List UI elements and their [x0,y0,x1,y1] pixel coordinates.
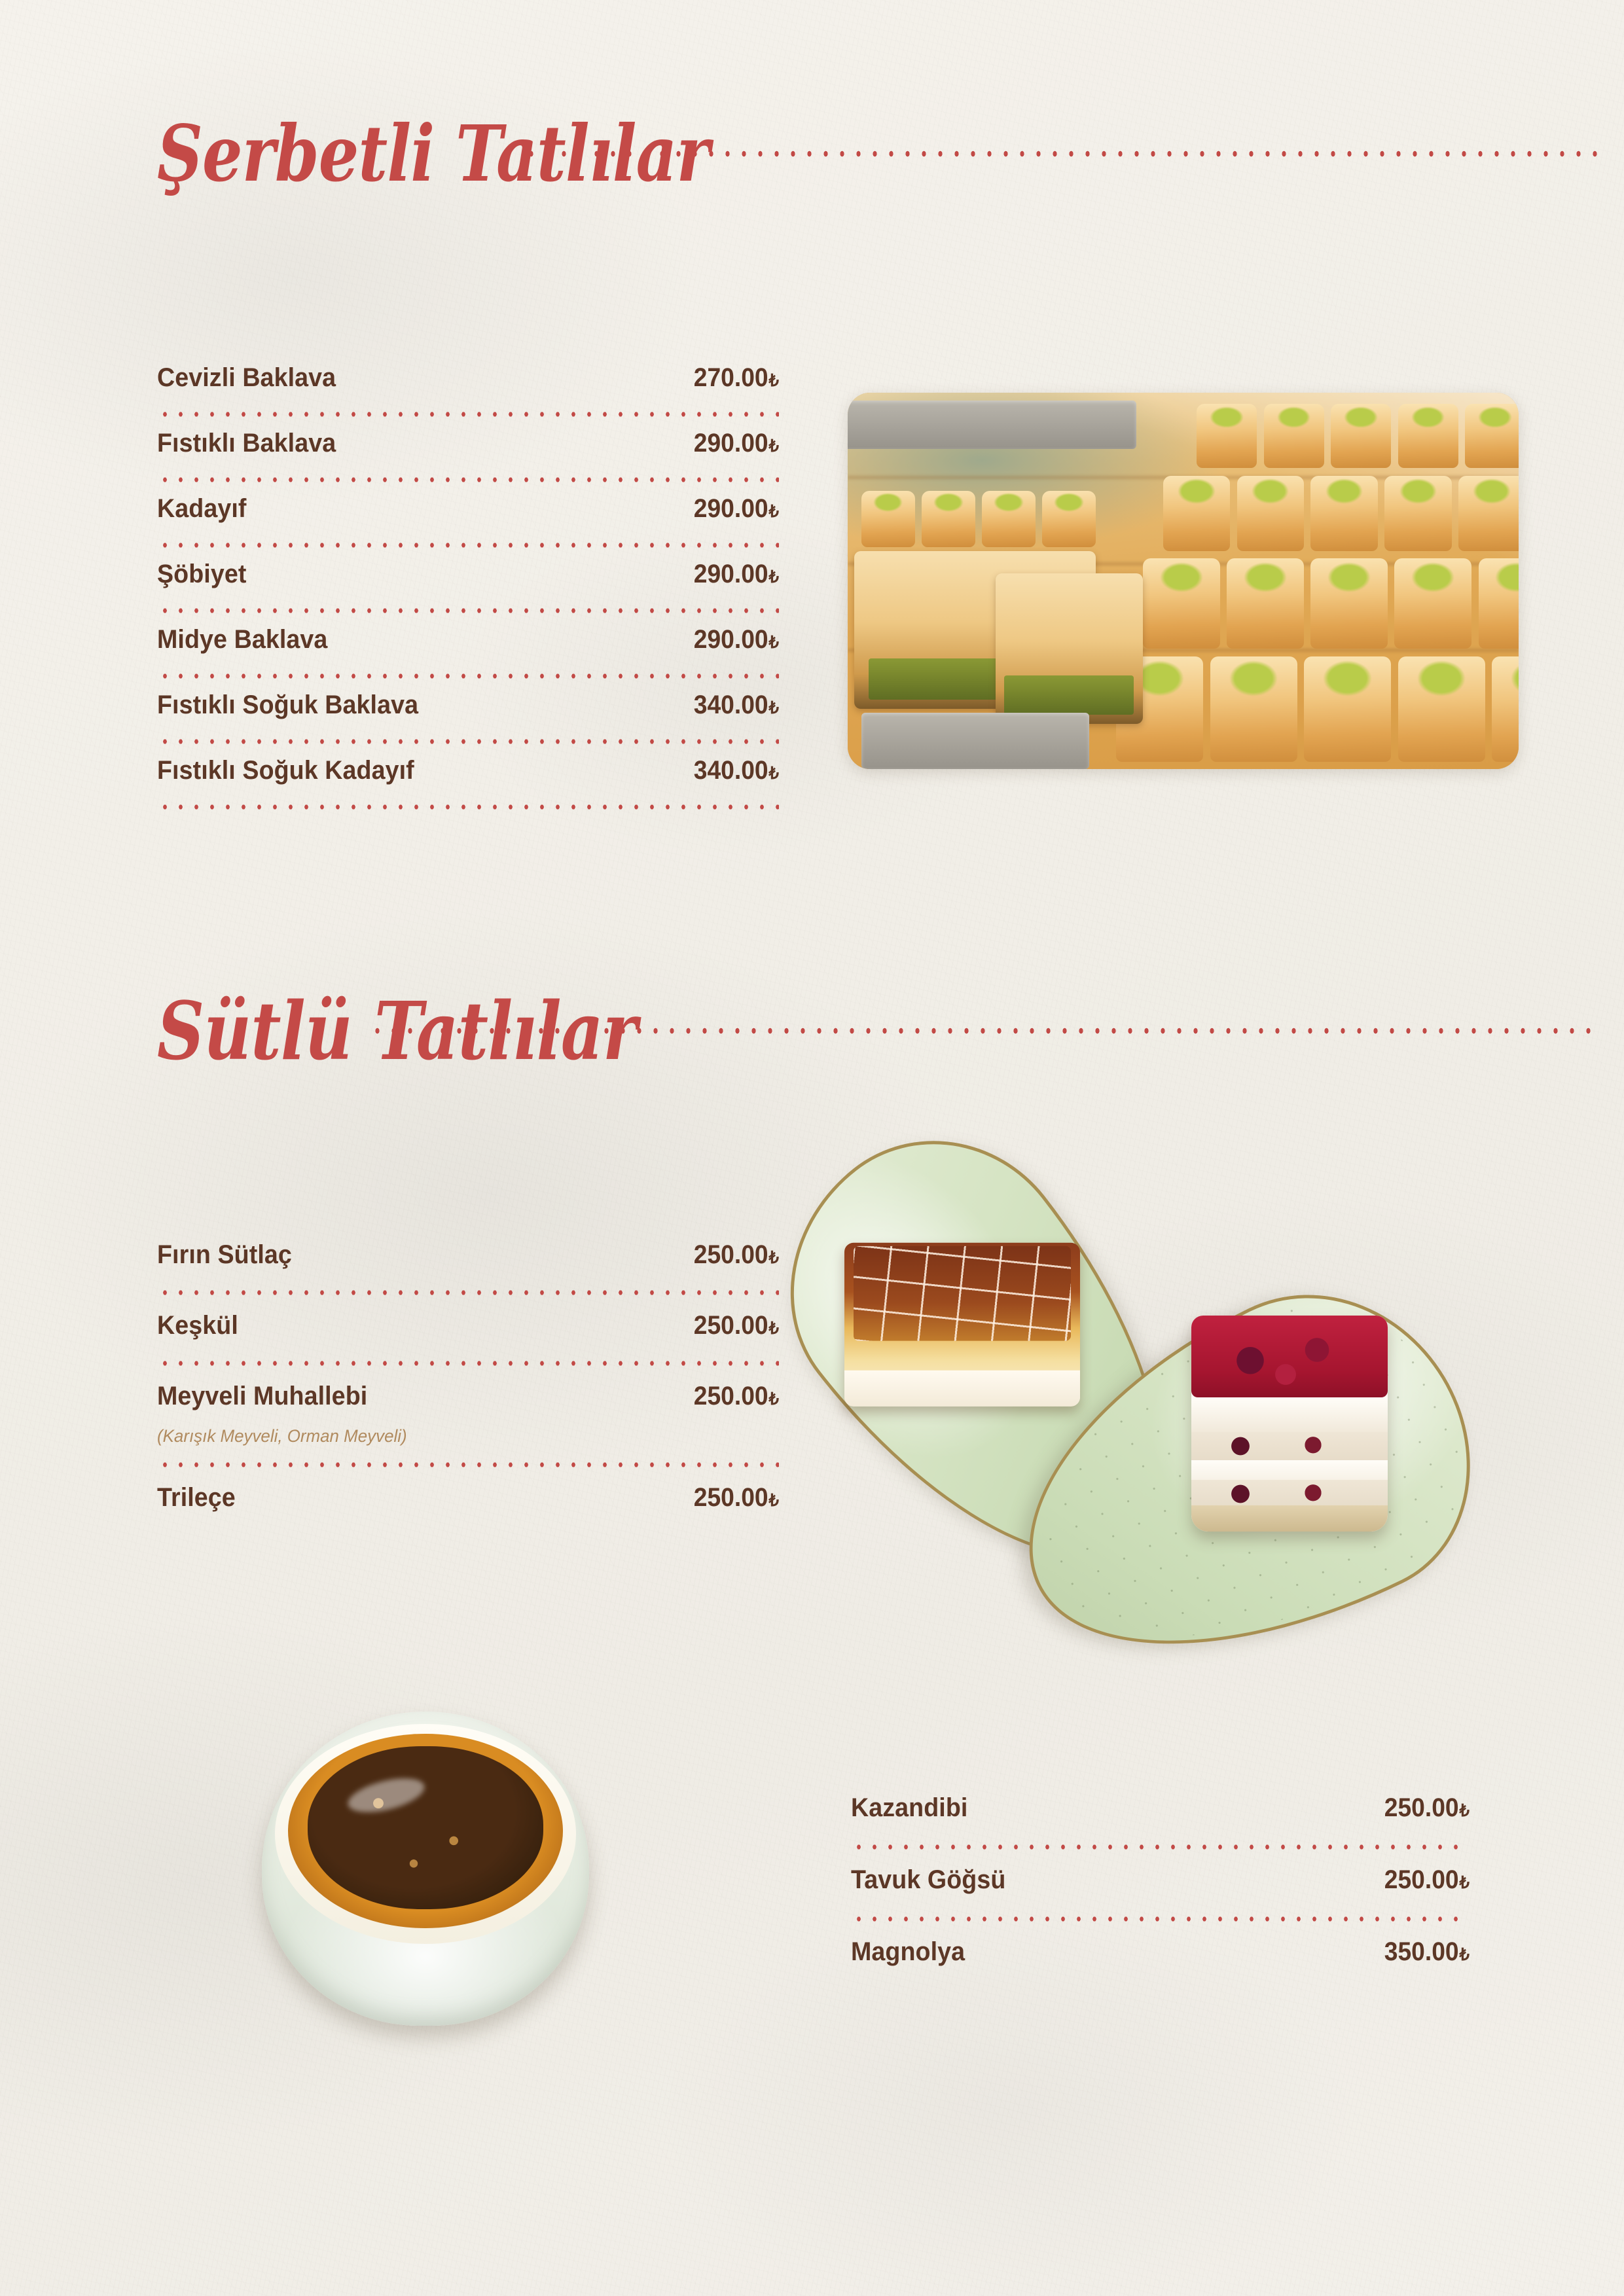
menu-list-sutlu-left: Fırın Sütlaç 250.00₺ Keşkül 250.00₺ Meyv… [157,1240,779,1524]
currency-symbol: ₺ [768,1318,779,1338]
row-dotted-separator [851,1915,1470,1923]
menu-item-row[interactable]: Fıstıklı Baklava 290.00₺ [157,429,779,469]
menu-item-row[interactable]: Fıstıklı Soğuk Kadayıf 340.00₺ [157,756,779,797]
currency-symbol: ₺ [768,632,779,652]
item-price: 350.00₺ [1384,1937,1470,1966]
section-heading-serbetli: Şerbetli Tatlılar [157,115,1597,193]
menu-item-row[interactable]: Trileçe 250.00₺ [157,1483,779,1524]
menu-item-row[interactable]: Kadayıf 290.00₺ [157,494,779,535]
item-price: 250.00₺ [693,1311,779,1340]
currency-symbol: ₺ [768,436,779,456]
item-name: Tavuk Göğsü [851,1865,1006,1894]
row-dotted-separator [851,1843,1470,1851]
menu-item-row[interactable]: Fıstıklı Soğuk Baklava 340.00₺ [157,691,779,731]
item-price: 250.00₺ [693,1483,779,1512]
currency-symbol: ₺ [1459,1873,1470,1892]
photo-chocolate-bowl [262,1712,589,2026]
item-name: Cevizli Baklava [157,363,336,392]
row-dotted-separator [157,607,779,615]
currency-symbol: ₺ [768,501,779,521]
trilece-slice [844,1242,1080,1407]
row-dotted-separator [157,410,779,418]
currency-symbol: ₺ [768,1490,779,1510]
section-title-serbetli: Şerbetli Tatlılar [157,108,710,199]
currency-symbol: ₺ [768,1247,779,1267]
item-price: 250.00₺ [1384,1865,1470,1894]
menu-item-row[interactable]: Magnolya 350.00₺ [851,1937,1470,1978]
item-name: Fıstıklı Soğuk Baklava [157,691,419,719]
menu-item-row[interactable]: Midye Baklava 290.00₺ [157,625,779,666]
currency-symbol: ₺ [1459,1945,1470,1964]
item-price: 290.00₺ [693,625,779,654]
menu-item-row[interactable]: Cevizli Baklava 270.00₺ [157,363,779,404]
menu-item-row[interactable]: Tavuk Göğsü 250.00₺ [851,1865,1470,1906]
menu-item-row[interactable]: Meyveli Muhallebi 250.00₺ [157,1382,779,1422]
item-name: Trileçe [157,1483,236,1512]
item-name: Magnolya [851,1937,965,1966]
berry-parfait-jar [1191,1316,1388,1532]
currency-symbol: ₺ [768,370,779,390]
item-name: Kadayıf [157,494,247,523]
item-price: 290.00₺ [693,494,779,523]
item-name: Fıstıklı Baklava [157,429,336,457]
item-name: Fıstıklı Soğuk Kadayıf [157,756,414,785]
item-name: Kazandibi [851,1793,968,1822]
menu-item-row[interactable]: Fırın Sütlaç 250.00₺ [157,1240,779,1281]
item-price: 270.00₺ [693,363,779,392]
item-price: 250.00₺ [1384,1793,1470,1822]
row-dotted-separator [157,803,779,811]
item-name: Fırın Sütlaç [157,1240,292,1269]
item-price: 340.00₺ [693,691,779,719]
row-dotted-separator [157,672,779,680]
item-subtitle: (Karışık Meyveli, Orman Meyveli) [157,1426,407,1446]
currency-symbol: ₺ [768,763,779,783]
menu-item-row[interactable]: Keşkül 250.00₺ [157,1311,779,1352]
currency-symbol: ₺ [768,698,779,717]
item-price: 290.00₺ [693,429,779,457]
item-name: Meyveli Muhallebi [157,1382,368,1410]
row-dotted-separator [157,1289,779,1297]
item-price: 290.00₺ [693,560,779,588]
item-price: 250.00₺ [693,1240,779,1269]
row-dotted-separator [157,738,779,745]
heading-dotted-rule [522,149,1597,158]
row-dotted-separator [157,476,779,484]
photo-baklava-tray [848,393,1519,769]
currency-symbol: ₺ [768,567,779,586]
item-price: 340.00₺ [693,756,779,785]
menu-list-sutlu-right: Kazandibi 250.00₺ Tavuk Göğsü 250.00₺ Ma… [851,1793,1470,1978]
currency-symbol: ₺ [1459,1801,1470,1820]
section-title-sutlu: Sütlü Tatlılar [157,984,638,1078]
photo-group-milk-desserts [732,1086,1545,1728]
item-name: Midye Baklava [157,625,328,654]
item-price: 250.00₺ [693,1382,779,1410]
item-name: Keşkül [157,1311,238,1340]
menu-item-row[interactable]: Kazandibi 250.00₺ [851,1793,1470,1834]
row-dotted-separator [157,1461,779,1469]
row-dotted-separator [157,1359,779,1367]
heading-dotted-rule [369,1026,1597,1035]
menu-item-row[interactable]: Şöbiyet 290.00₺ [157,560,779,600]
currency-symbol: ₺ [768,1389,779,1408]
row-dotted-separator [157,541,779,549]
item-name: Şöbiyet [157,560,247,588]
section-heading-sutlu: Sütlü Tatlılar [157,988,1597,1073]
menu-list-serbetli: Cevizli Baklava 270.00₺ Fıstıklı Baklava… [157,363,779,811]
